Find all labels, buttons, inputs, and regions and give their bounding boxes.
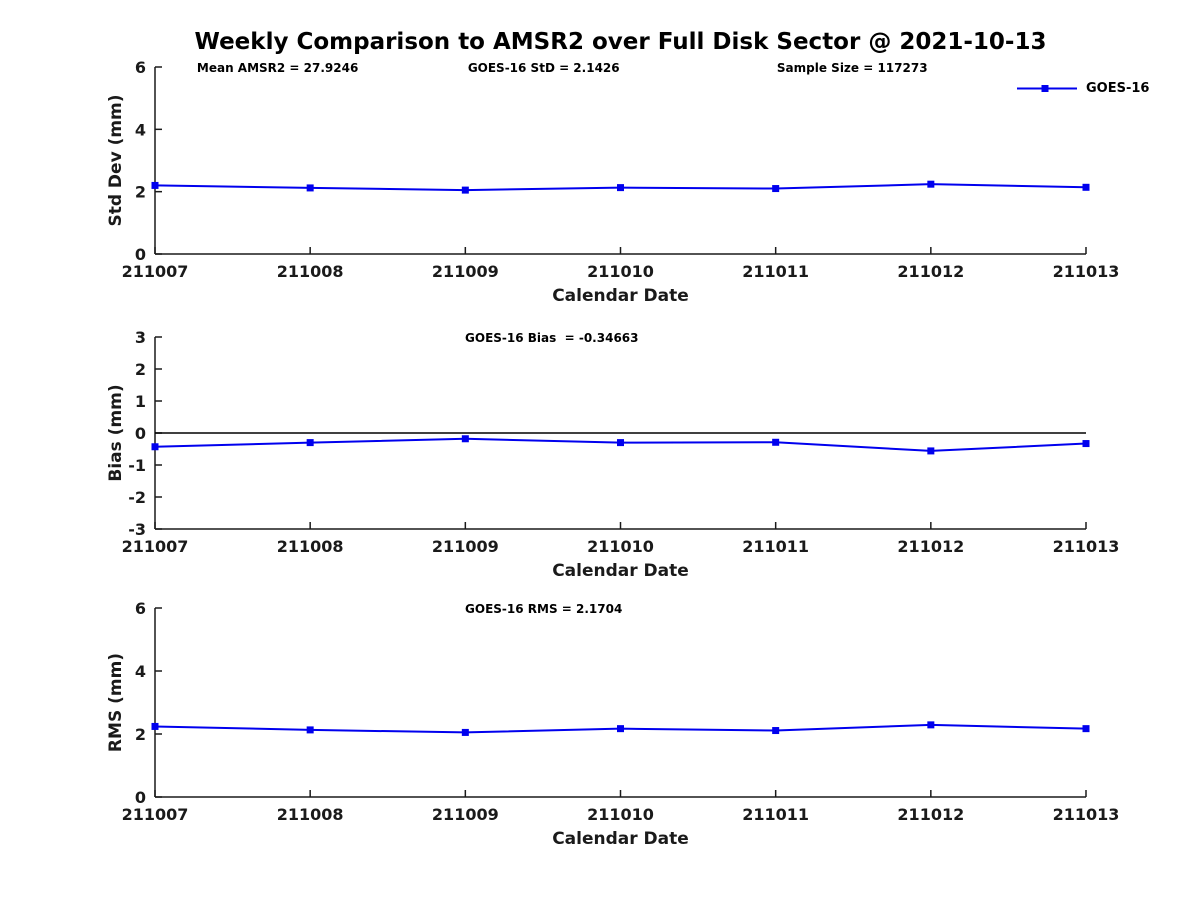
x-axis-label: Calendar Date	[552, 561, 689, 581]
x-tick-label: 211010	[587, 805, 654, 824]
y-tick-label: 6	[135, 599, 146, 618]
x-tick-label: 211011	[742, 805, 809, 824]
data-point-marker	[617, 184, 624, 192]
data-point-marker	[617, 439, 624, 447]
x-tick-label: 211008	[277, 805, 344, 824]
data-point-marker	[461, 186, 469, 194]
y-tick-label: 1	[135, 392, 146, 411]
data-point-marker	[461, 435, 469, 443]
data-point-marker	[461, 728, 469, 736]
data-point-marker	[151, 722, 159, 730]
x-tick-label: 211013	[1053, 537, 1120, 556]
series-line	[154, 437, 1087, 452]
data-point-marker	[772, 438, 780, 446]
data-point-marker	[927, 721, 935, 729]
x-tick-label: 211012	[897, 537, 964, 556]
x-tick-label: 211007	[122, 262, 189, 281]
x-tick-label: 211013	[1053, 262, 1120, 281]
data-point-marker	[306, 184, 314, 192]
y-tick-label: 3	[135, 328, 146, 347]
legend-marker	[1041, 85, 1049, 92]
data-point-marker	[617, 725, 624, 733]
series-line	[154, 723, 1087, 734]
y-tick-label: 4	[135, 120, 146, 139]
x-tick-label: 211012	[897, 262, 964, 281]
x-tick-label: 211011	[742, 537, 809, 556]
x-tick-label: 211010	[587, 262, 654, 281]
y-tick-label: 0	[135, 245, 146, 264]
x-tick-label: 211008	[277, 262, 344, 281]
y-axis-label: Bias (mm)	[106, 384, 126, 481]
data-point-marker	[927, 180, 935, 188]
page-title: Weekly Comparison to AMSR2 over Full Dis…	[194, 29, 1047, 55]
x-tick-label: 211009	[432, 262, 499, 281]
x-tick-label: 211007	[122, 537, 189, 556]
annotation: GOES-16 Bias = -0.34663	[465, 331, 638, 345]
legend: GOES-16	[1016, 80, 1149, 97]
y-tick-label: 2	[135, 360, 146, 379]
data-point-marker	[1082, 183, 1090, 191]
data-point-marker	[306, 726, 314, 734]
y-tick-label: 2	[135, 183, 146, 202]
y-axis-label: Std Dev (mm)	[106, 94, 126, 226]
data-point-marker	[151, 443, 159, 451]
data-point-marker	[1082, 725, 1090, 733]
x-tick-label: 211011	[742, 262, 809, 281]
y-tick-label: 0	[135, 424, 146, 443]
annotation: Mean AMSR2 = 27.9246	[197, 61, 358, 75]
legend-label: GOES-16	[1086, 81, 1150, 96]
y-tick-label: 4	[135, 662, 146, 681]
data-point-marker	[772, 185, 780, 193]
x-axis-label: Calendar Date	[552, 286, 689, 306]
y-tick-label: -1	[128, 456, 146, 475]
x-tick-label: 211012	[897, 805, 964, 824]
x-tick-label: 211009	[432, 805, 499, 824]
data-point-marker	[1082, 440, 1090, 448]
x-tick-label: 211009	[432, 537, 499, 556]
x-tick-label: 211008	[277, 537, 344, 556]
y-tick-label: -3	[128, 520, 146, 539]
x-tick-label: 211013	[1053, 805, 1120, 824]
y-tick-label: -2	[128, 488, 146, 507]
y-tick-label: 6	[135, 58, 146, 77]
y-tick-label: 2	[135, 725, 146, 744]
series-line	[154, 183, 1087, 192]
data-point-marker	[927, 447, 935, 455]
data-point-marker	[306, 439, 314, 447]
y-tick-label: 0	[135, 788, 146, 807]
x-tick-label: 211007	[122, 805, 189, 824]
x-axis-label: Calendar Date	[552, 829, 689, 849]
annotation: Sample Size = 117273	[777, 61, 928, 75]
annotation: GOES-16 RMS = 2.1704	[465, 602, 622, 616]
legend-swatch	[1017, 85, 1077, 92]
data-point-marker	[151, 181, 159, 189]
data-point-marker	[772, 727, 780, 735]
y-axis-label: RMS (mm)	[106, 653, 126, 752]
x-tick-label: 211010	[587, 537, 654, 556]
annotation: GOES-16 StD = 2.1426	[468, 61, 620, 75]
